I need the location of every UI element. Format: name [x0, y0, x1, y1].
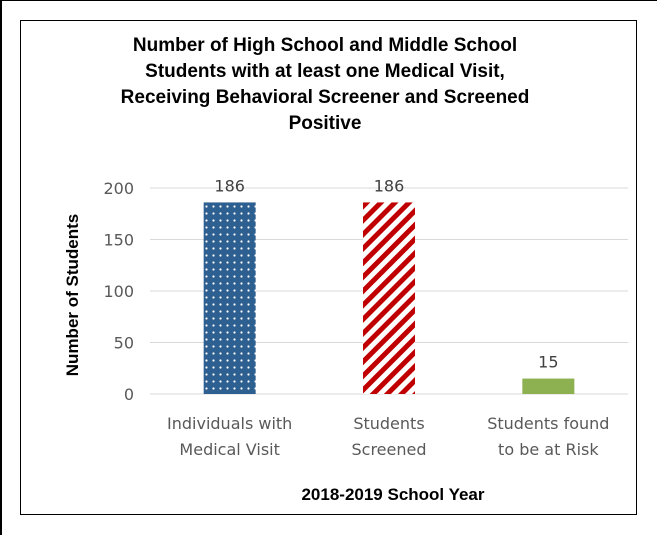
x-category-label: Students found: [487, 414, 609, 433]
x-category-label: Screened: [351, 440, 426, 459]
data-labels: 186 186 15: [214, 176, 558, 371]
data-label: 186: [214, 176, 245, 195]
chart-title-line: Positive: [289, 113, 362, 134]
y-axis-title: Number of Students: [63, 214, 82, 376]
chart-title-line: Receiving Behavioral Screener and Screen…: [121, 87, 530, 108]
x-category-label: Individuals with: [167, 414, 292, 433]
y-axis-ticks: 0 50 100 150 200: [103, 179, 134, 404]
y-tick-label: 150: [103, 231, 134, 250]
x-category-label: Students: [353, 414, 424, 433]
bars: [203, 202, 575, 394]
chart-title: Number of High School and Middle School S…: [121, 35, 530, 134]
y-tick-label: 0: [124, 385, 134, 404]
y-tick-label: 50: [114, 334, 134, 353]
y-tick-label: 100: [103, 282, 134, 301]
x-category-label: Medical Visit: [179, 440, 279, 459]
bar: [203, 202, 256, 394]
chart-title-line: Number of High School and Middle School: [133, 35, 517, 56]
x-axis-categories: Individuals with Medical Visit Students Scr…: [167, 414, 609, 459]
data-label: 186: [374, 176, 405, 195]
x-axis-title: 2018-2019 School Year: [301, 485, 484, 504]
bar: [363, 202, 415, 394]
chart-title-line: Students with at least one Medical Visit…: [145, 61, 505, 82]
x-category-label: to be at Risk: [498, 440, 599, 459]
bar: [522, 378, 575, 394]
y-tick-label: 200: [103, 179, 134, 198]
chart-card: [20, 20, 637, 515]
data-label: 15: [538, 353, 558, 372]
